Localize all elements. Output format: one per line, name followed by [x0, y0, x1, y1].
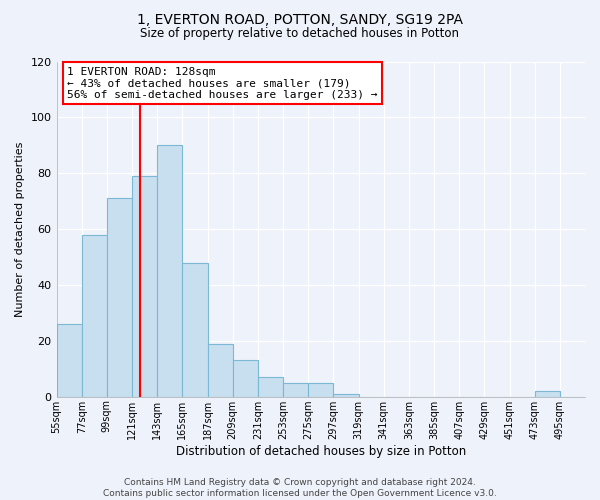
Bar: [82, 234, 107, 396]
Text: 1, EVERTON ROAD, POTTON, SANDY, SG19 2PA: 1, EVERTON ROAD, POTTON, SANDY, SG19 2PA: [137, 12, 463, 26]
Bar: [208, 344, 233, 396]
X-axis label: Distribution of detached houses by size in Potton: Distribution of detached houses by size …: [176, 444, 466, 458]
Bar: [283, 382, 308, 396]
Bar: [334, 394, 359, 396]
Bar: [308, 382, 334, 396]
Bar: [182, 262, 208, 396]
Bar: [535, 391, 560, 396]
Text: 1 EVERTON ROAD: 128sqm
← 43% of detached houses are smaller (179)
56% of semi-de: 1 EVERTON ROAD: 128sqm ← 43% of detached…: [67, 66, 377, 100]
Bar: [107, 198, 132, 396]
Y-axis label: Number of detached properties: Number of detached properties: [15, 142, 25, 317]
Bar: [56, 324, 82, 396]
Text: Size of property relative to detached houses in Potton: Size of property relative to detached ho…: [140, 28, 460, 40]
Bar: [233, 360, 258, 396]
Text: Contains HM Land Registry data © Crown copyright and database right 2024.
Contai: Contains HM Land Registry data © Crown c…: [103, 478, 497, 498]
Bar: [258, 377, 283, 396]
Bar: [132, 176, 157, 396]
Bar: [157, 146, 182, 396]
